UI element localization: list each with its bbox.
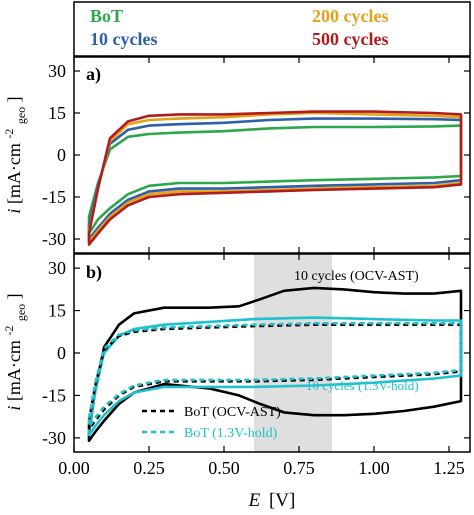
y-tick-label-b: 0	[57, 343, 66, 363]
panel-a-frame	[73, 56, 471, 254]
curve-10-cycles-1-3v-hold	[87, 316, 463, 437]
legend-label-bot-hold: BoT (1.3V-hold)	[184, 426, 278, 441]
annotation-ocv-ast: 10 cycles (OCV-AST)	[294, 269, 419, 284]
legend-label-bot-ocv: BoT (OCV-AST)	[184, 405, 281, 420]
panel-b-curves	[87, 286, 463, 442]
legend-entry-500-cycles: 500 cycles	[312, 29, 388, 49]
x-tick-label: 0.50	[208, 458, 240, 478]
ylabel-unit-a: [mA·cm	[4, 143, 24, 204]
y-tick-label-b: -15	[42, 385, 66, 405]
curve-bot	[87, 124, 463, 235]
panel-a-ticks: -30 -15 0 15 30	[42, 57, 470, 253]
x-tick-label: 1.00	[358, 458, 390, 478]
ylabel-italic-i: i	[4, 209, 24, 214]
xlabel-unit: [V]	[269, 490, 295, 511]
panel-b: b) -30 -15 0 15 30 0.00 0.25 0.50 0.75 1.00 1.25 1…	[0, 253, 471, 478]
legend-entry-10-cycles: 10 cycles	[90, 29, 157, 49]
y-tick-label-a: -15	[42, 187, 66, 207]
ylabel-close-b: ]	[4, 293, 24, 299]
y-tick-label-b: 15	[48, 301, 66, 321]
y-tick-label-b: 30	[48, 258, 66, 278]
panel-a-ylabel: i [mA·cm -2 geo ]	[0, 96, 29, 213]
y-tick-label-a: 30	[48, 61, 66, 81]
ylabel-italic-i-b: i	[4, 406, 24, 411]
panel-a-label: a)	[86, 64, 101, 85]
ylabel-sup-b: -2	[2, 326, 16, 336]
y-tick-label-a: 15	[48, 103, 66, 123]
y-tick-label-b: -30	[42, 428, 66, 448]
y-tick-label-a: -30	[42, 229, 66, 249]
curve-bot-1-3v-hold	[87, 322, 463, 428]
ylabel-unit-b: [mA·cm	[4, 340, 24, 401]
x-tick-label: 1.25	[433, 458, 465, 478]
legend-frame	[73, 1, 471, 57]
annotation-1-3v-hold: 10 cycles (1.3V-hold)	[306, 378, 419, 393]
legend-box-a: BoT 10 cycles 200 cycles 500 cycles	[73, 1, 471, 57]
panel-b-ticks: -30 -15 0 15 30 0.00 0.25 0.50 0.75 1.00 1.25	[42, 254, 470, 478]
x-tick-label: 0.00	[58, 458, 90, 478]
panel-a: a) -30 -15 0 15 30 i [mA·cm -2 geo ]	[0, 56, 471, 254]
ylabel-close-a: ]	[4, 96, 24, 102]
panel-a-curves	[87, 110, 463, 246]
xlabel-italic-e: E	[248, 490, 261, 511]
legend-b: BoT (OCV-AST) BoT (1.3V-hold)	[142, 405, 281, 441]
panel-b-ylabel: i [mA·cm -2 geo ]	[0, 293, 29, 410]
y-tick-label-a: 0	[57, 145, 66, 165]
ylabel-sub-b: geo	[14, 304, 28, 321]
ylabel-sub-a: geo	[14, 107, 28, 124]
panel-b-label: b)	[86, 262, 102, 283]
legend-entry-200-cycles: 200 cycles	[312, 6, 388, 26]
x-axis-label: E [V]	[248, 490, 296, 511]
curve-bot-ocv-ast	[87, 323, 463, 431]
x-tick-label: 0.25	[133, 458, 165, 478]
ylabel-sup-a: -2	[2, 129, 16, 139]
legend-entry-bot: BoT	[90, 6, 123, 26]
curve-500-cycles	[87, 110, 463, 246]
x-tick-label: 0.75	[283, 458, 315, 478]
